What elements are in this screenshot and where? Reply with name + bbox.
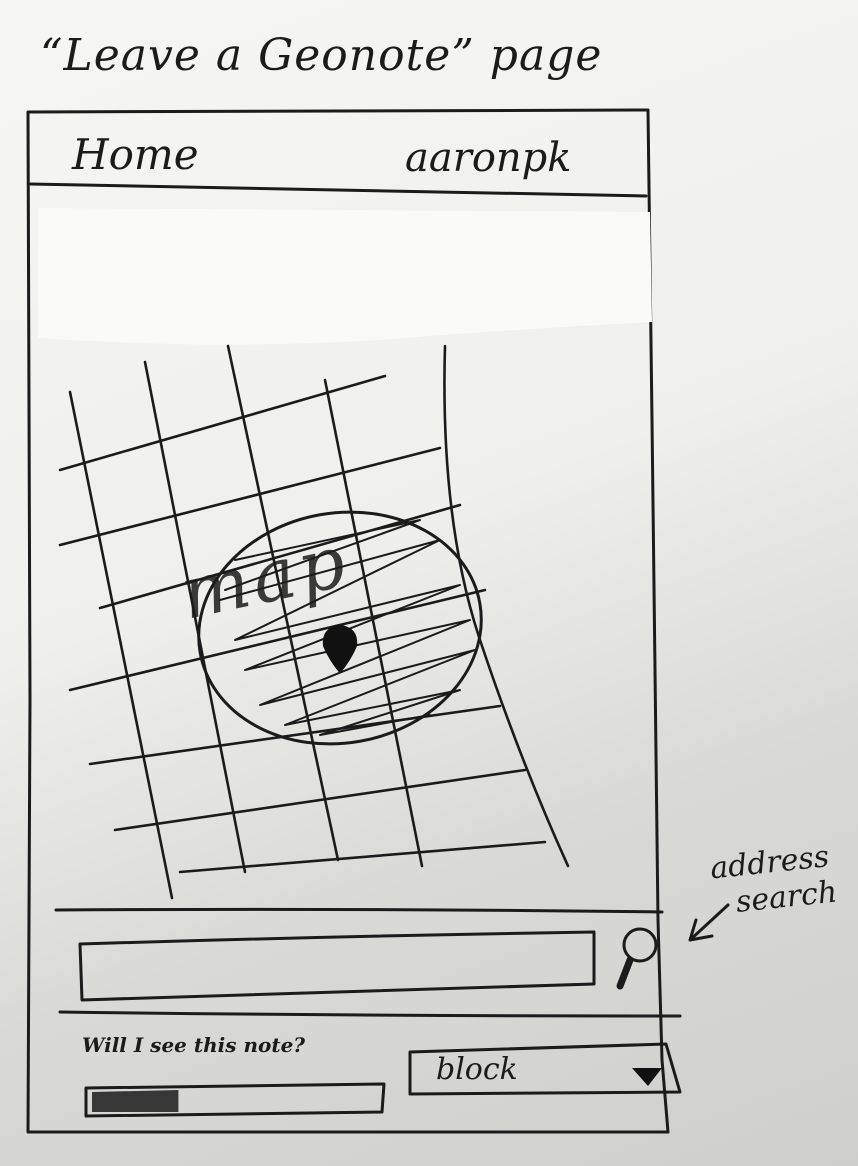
address-search-annotation: address search (709, 839, 839, 924)
location-scribble (219, 519, 476, 736)
triangle-down-icon (632, 1068, 662, 1086)
annotation-arrow (688, 903, 730, 942)
magnifier-icon (616, 927, 658, 990)
visibility-select-value: block (436, 1052, 518, 1087)
map-grid (58, 344, 570, 900)
map-pin-icon (322, 624, 358, 674)
username-label: aaronpk (405, 135, 572, 181)
visibility-slider[interactable] (86, 1082, 384, 1118)
user-profile-link[interactable] (400, 138, 610, 188)
select-box-outline (408, 1042, 682, 1096)
address-search-button[interactable] (610, 928, 662, 992)
location-circle (197, 510, 483, 746)
address-search-input[interactable] (82, 935, 594, 997)
map-bottom-divider (54, 907, 664, 914)
header-divider (28, 182, 648, 198)
visibility-slider-fill (92, 1090, 179, 1112)
search-bottom-divider (58, 1010, 682, 1018)
visibility-select[interactable] (410, 1045, 680, 1095)
visibility-question: Will I see this note? (82, 1033, 306, 1057)
whiteout-blot (38, 208, 652, 345)
home-link[interactable] (68, 138, 228, 188)
page-caption: “Leave a Geonote” page (40, 30, 603, 81)
visibility-slider-outline (84, 1082, 386, 1118)
search-field-outline (78, 930, 596, 1002)
home-link-label: Home (72, 130, 199, 179)
